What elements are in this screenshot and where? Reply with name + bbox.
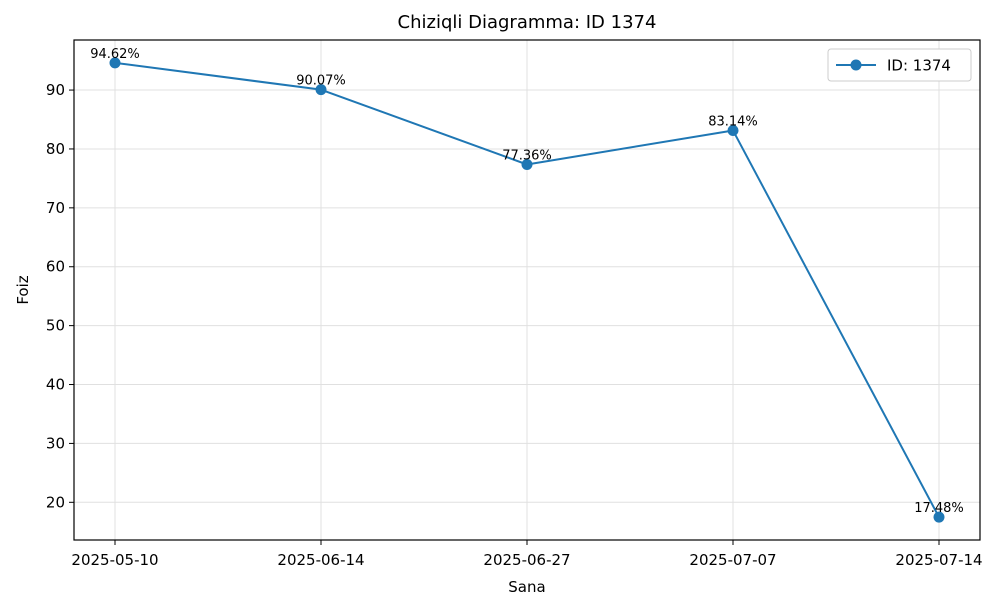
legend-marker bbox=[850, 59, 862, 71]
y-tick-label: 50 bbox=[46, 317, 65, 335]
series-points bbox=[109, 57, 945, 523]
y-tick-label: 60 bbox=[46, 258, 65, 276]
y-tick-label: 20 bbox=[46, 493, 65, 511]
chart-title: Chiziqli Diagramma: ID 1374 bbox=[398, 12, 657, 33]
data-labels: 94.62% 90.07% 77.36% 83.14% 17.48% bbox=[90, 47, 964, 516]
x-tick-label: 2025-07-14 bbox=[895, 551, 982, 569]
legend: ID: 1374 bbox=[827, 48, 972, 82]
data-label: 94.62% bbox=[90, 47, 140, 62]
data-point bbox=[933, 511, 945, 523]
y-tick-label: 40 bbox=[46, 376, 65, 394]
legend-label: ID: 1374 bbox=[887, 57, 951, 75]
x-tick-label: 2025-05-10 bbox=[71, 551, 158, 569]
x-tick-label: 2025-06-27 bbox=[483, 551, 570, 569]
data-label: 77.36% bbox=[502, 148, 552, 163]
data-point bbox=[727, 124, 739, 136]
data-point bbox=[109, 57, 121, 69]
x-tick-label: 2025-07-07 bbox=[689, 551, 776, 569]
x-axis-ticks: 2025-05-10 2025-06-14 2025-06-27 2025-07-07… bbox=[71, 540, 983, 569]
y-tick-label: 80 bbox=[46, 140, 65, 158]
legend-box bbox=[827, 48, 972, 82]
y-tick-label: 30 bbox=[46, 434, 65, 452]
x-tick-label: 2025-06-14 bbox=[277, 551, 364, 569]
y-tick-label: 70 bbox=[46, 199, 65, 217]
data-label: 83.14% bbox=[708, 114, 758, 129]
y-tick-label: 90 bbox=[46, 81, 65, 99]
data-label: 90.07% bbox=[296, 74, 346, 89]
data-label: 17.48% bbox=[914, 501, 964, 516]
data-point bbox=[315, 84, 327, 96]
x-axis-label: Sana bbox=[508, 578, 545, 596]
data-point bbox=[521, 158, 533, 170]
grid-lines bbox=[74, 40, 980, 540]
y-axis-label: Foiz bbox=[14, 275, 32, 304]
y-axis-ticks: 20 30 40 50 60 70 80 90 bbox=[46, 81, 74, 511]
